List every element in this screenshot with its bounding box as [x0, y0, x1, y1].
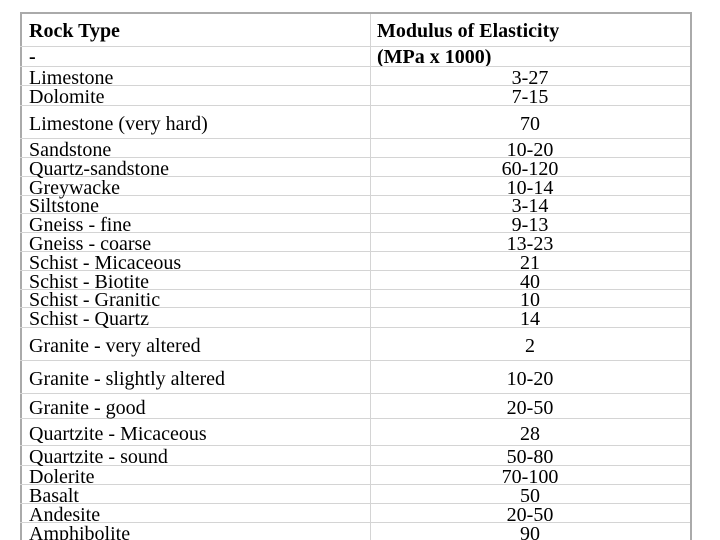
- modulus-cell: 90: [520, 522, 540, 540]
- rock-type-cell: Gneiss - coarse: [29, 232, 152, 255]
- modulus-cell: 21: [520, 251, 540, 274]
- rock-type-cell: Gneiss - fine: [29, 213, 132, 236]
- row-line: [20, 289, 690, 290]
- rock-type-cell: Granite - slightly altered: [29, 367, 226, 390]
- modulus-cell: 13-23: [506, 232, 554, 255]
- row-line: [20, 176, 690, 177]
- modulus-cell: 10-20: [506, 138, 554, 161]
- row-line: [20, 393, 690, 394]
- modulus-cell: 70: [520, 112, 540, 135]
- modulus-cell: 9-13: [511, 213, 549, 236]
- row-line: [20, 195, 690, 196]
- rock-type-cell: Quartzite - Micaceous: [29, 422, 207, 445]
- modulus-cell: 50-80: [506, 446, 554, 468]
- row-line: [20, 251, 690, 252]
- rock-type-cell: Quartz-sandstone: [29, 157, 169, 180]
- column-divider: [370, 14, 371, 540]
- rock-type-cell: Schist - Biotite: [29, 270, 149, 293]
- rock-type-cell: Sandstone: [29, 138, 112, 161]
- modulus-cell: 7-15: [511, 86, 549, 108]
- header-modulus: Modulus of Elasticity: [377, 20, 560, 42]
- modulus-cell: 28: [520, 422, 540, 445]
- rock-type-cell: Amphibolite: [29, 522, 131, 540]
- rock-type-cell: Limestone (very hard): [29, 112, 208, 135]
- modulus-cell: 20-50: [506, 503, 554, 526]
- modulus-cell: 50: [520, 484, 540, 507]
- rock-type-cell: Siltstone: [29, 195, 100, 217]
- modulus-cell: 3-14: [511, 195, 549, 217]
- row-line: [20, 85, 690, 86]
- row-line: [20, 213, 690, 214]
- modulus-cell: 20-50: [506, 396, 554, 419]
- row-line: [20, 360, 690, 361]
- rock-type-cell: Greywacke: [29, 176, 121, 199]
- row-line: [20, 418, 690, 419]
- rock-type-cell: Dolomite: [29, 86, 105, 108]
- modulus-cell: 10-14: [506, 176, 554, 199]
- row-line: [20, 105, 690, 106]
- row-line: [20, 465, 690, 466]
- row-line: [20, 503, 690, 504]
- row-line: [20, 522, 690, 523]
- modulus-cell: 14: [520, 308, 540, 330]
- row-line: [20, 327, 690, 328]
- row-line: [20, 46, 690, 47]
- row-line: [20, 157, 690, 158]
- modulus-cell: 40: [520, 270, 540, 293]
- rock-type-cell: Schist - Quartz: [29, 308, 149, 330]
- table-frame: [20, 12, 692, 540]
- rock-type-cell: Schist - Granitic: [29, 289, 161, 311]
- row-line: [20, 138, 690, 139]
- rock-type-cell: Granite - good: [29, 396, 146, 419]
- rock-type-cell: Basalt: [29, 484, 79, 507]
- rock-type-cell: Granite - very altered: [29, 334, 201, 357]
- modulus-cell: 60-120: [501, 157, 559, 180]
- row-line: [20, 66, 690, 67]
- header-modulus-unit: (MPa x 1000): [377, 46, 492, 68]
- rock-type-cell: Andesite: [29, 503, 101, 526]
- modulus-cell: 3-27: [511, 66, 549, 89]
- rock-type-cell: Limestone: [29, 66, 114, 89]
- row-line: [20, 307, 690, 308]
- row-line: [20, 484, 690, 485]
- modulus-cell: 10-20: [506, 367, 554, 390]
- row-line: [20, 445, 690, 446]
- rock-type-cell: Dolerite: [29, 465, 95, 488]
- header-rock-type-sub: -: [29, 46, 36, 68]
- modulus-cell: 70-100: [501, 465, 559, 488]
- modulus-cell: 2: [525, 334, 535, 357]
- modulus-cell: 10: [520, 289, 540, 311]
- rock-type-cell: Schist - Micaceous: [29, 251, 182, 274]
- header-rock-type: Rock Type: [29, 20, 120, 42]
- row-line: [20, 232, 690, 233]
- row-line: [20, 270, 690, 271]
- rock-type-cell: Quartzite - sound: [29, 446, 168, 468]
